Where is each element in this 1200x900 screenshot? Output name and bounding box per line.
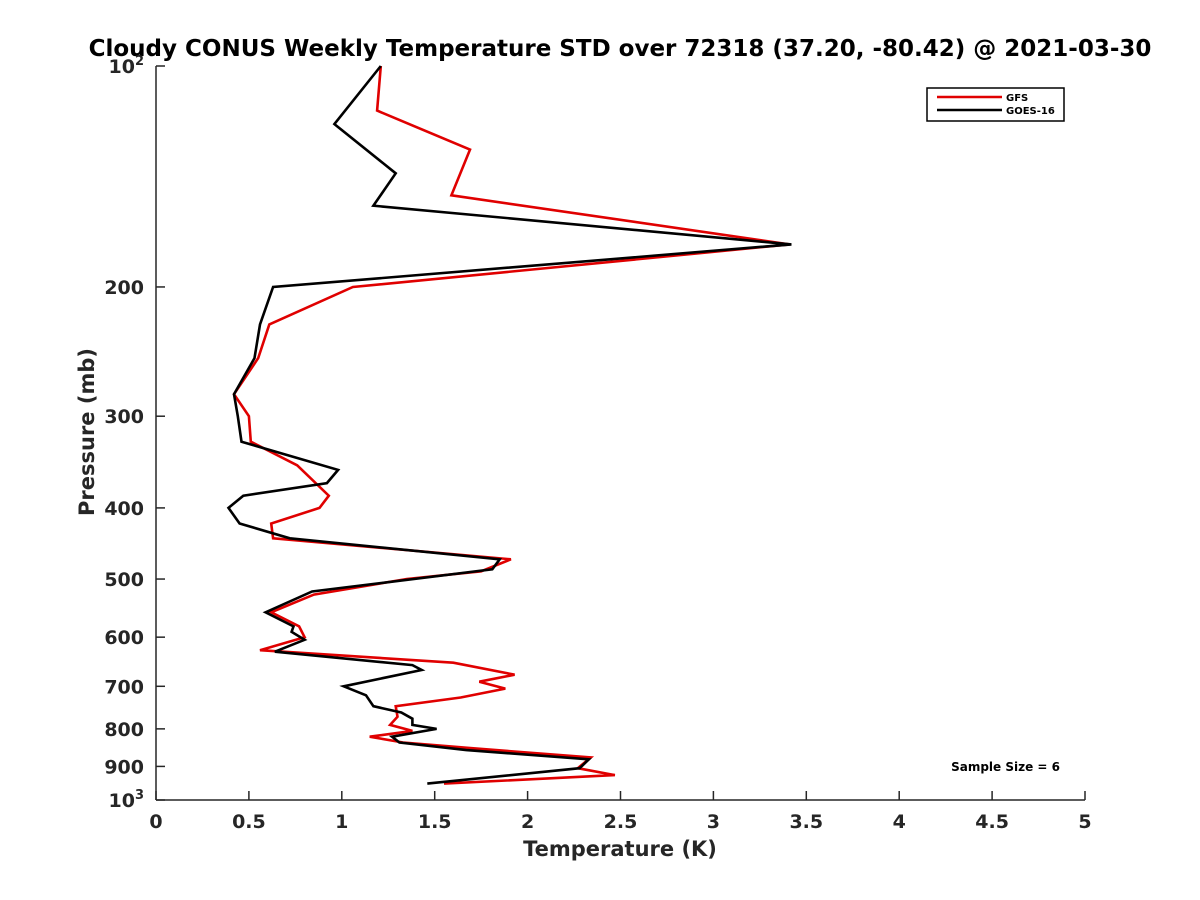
- x-tick-label: 4: [893, 811, 906, 833]
- y-tick-label: 900: [104, 756, 144, 778]
- y-tick-label: 400: [104, 498, 144, 520]
- x-tick-label: 3.5: [789, 811, 823, 833]
- series-line-gfs: [232, 65, 790, 785]
- sample-size-annotation: Sample Size = 6: [951, 760, 1060, 774]
- y-tick-label: 500: [104, 569, 144, 591]
- y-tick-label: 102: [109, 54, 145, 78]
- y-axis-label: Pressure (mb): [75, 348, 99, 516]
- chart-title: Cloudy CONUS Weekly Temperature STD over…: [89, 36, 1152, 62]
- x-tick-label: 3: [707, 811, 720, 833]
- y-axis: 102 200 300 400 500 600 700 800 900 103: [104, 54, 165, 812]
- y-tick-label: 600: [104, 627, 144, 649]
- x-tick-label: 0.5: [232, 811, 266, 833]
- x-tick-label: 1.5: [418, 811, 452, 833]
- x-tick-label: 4.5: [975, 811, 1009, 833]
- legend-label-goes16: GOES-16: [1006, 106, 1055, 117]
- plot-area: [155, 65, 1085, 801]
- x-tick-label: 2.5: [604, 811, 638, 833]
- legend-box: [926, 87, 1065, 122]
- x-tick-label: 0: [149, 811, 162, 833]
- x-axis-label: Temperature (K): [523, 837, 717, 861]
- legend: GFS GOES-16: [926, 87, 1065, 122]
- y-tick-label: 800: [104, 719, 144, 741]
- series-line-goes16: [226, 65, 792, 785]
- y-tick-label: 700: [104, 676, 144, 698]
- x-tick-label: 1: [335, 811, 348, 833]
- x-tick-label: 2: [521, 811, 534, 833]
- legend-label-gfs: GFS: [1006, 93, 1028, 104]
- y-tick-label: 103: [109, 788, 145, 812]
- x-axis: 0 0.5 1 1.5 2 2.5 3 3.5 4 4.5 5: [149, 791, 1092, 833]
- y-tick-label: 200: [104, 277, 144, 299]
- x-tick-label: 5: [1078, 811, 1091, 833]
- y-tick-label: 300: [104, 406, 144, 428]
